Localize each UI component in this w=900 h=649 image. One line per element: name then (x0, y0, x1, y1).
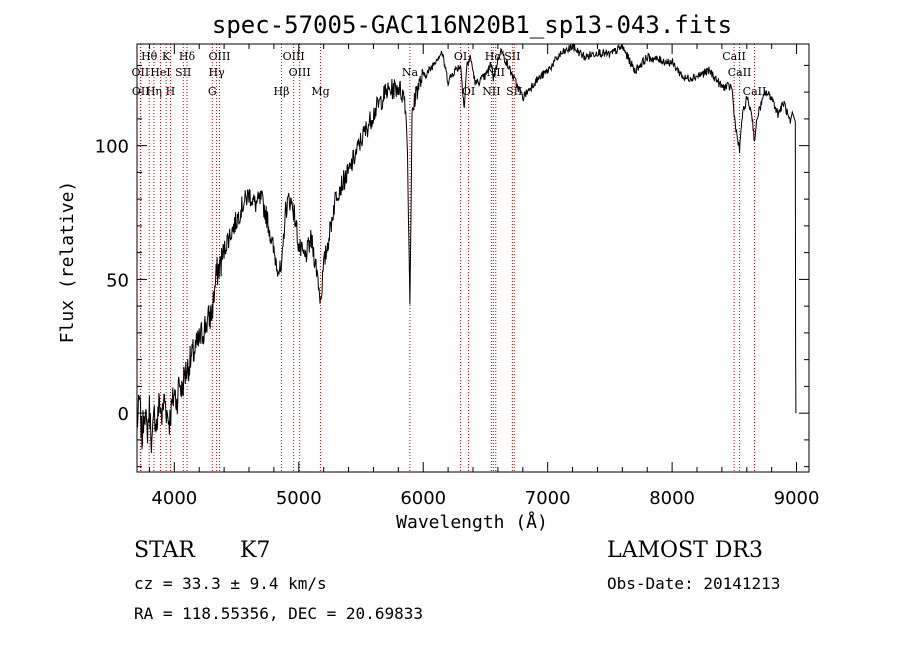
line-marker-label: OIII (289, 66, 311, 79)
line-marker-label: NII (482, 85, 500, 98)
line-marker-label: OII (132, 66, 150, 79)
line-marker-label: Hθ (141, 50, 158, 63)
line-marker-label: SII (175, 66, 191, 79)
line-marker-label: Hγ (209, 66, 226, 79)
x-tick-label: 6000 (400, 488, 446, 509)
spectral-subclass: K7 (240, 538, 271, 563)
x-tick-label: 7000 (525, 488, 571, 509)
x-axis-label: Wavelength (Å) (396, 511, 548, 533)
x-tick-label: 8000 (649, 488, 695, 509)
line-marker-label: K (162, 50, 171, 63)
object-type: STAR (134, 538, 195, 563)
line-marker-label: SII (504, 50, 520, 63)
y-tick-label: 0 (118, 404, 129, 425)
line-marker-label: OI (454, 50, 467, 63)
line-marker-label: OIII (283, 50, 305, 63)
line-marker-label: H (166, 85, 176, 98)
observation-date: Obs-Date: 20141213 (607, 574, 781, 593)
axis-ticks: 4000 5000 6000 7000 8000 9000 0 50 100 (95, 44, 820, 509)
line-marker-label: Hβ (274, 85, 290, 98)
line-marker-label: Na (402, 66, 419, 79)
spectrum-line (136, 43, 797, 453)
x-tick-label: 4000 (151, 488, 197, 509)
line-marker-label: Hη (146, 85, 162, 98)
x-tick-label: 9000 (774, 488, 820, 509)
coordinates: RA = 118.55356, DEC = 20.69833 (134, 604, 423, 623)
line-marker-label: OI (462, 85, 475, 98)
y-axis-label: Flux (relative) (57, 181, 78, 344)
x-tick-label: 5000 (276, 488, 322, 509)
y-tick-label: 50 (106, 270, 129, 291)
line-marker-label: Mg (311, 85, 329, 98)
line-marker-label: NII (487, 66, 505, 79)
plot-frame (136, 43, 810, 473)
redshift-velocity: cz = 33.3 ± 9.4 km/s (134, 574, 327, 593)
line-marker-label: CaII (728, 66, 752, 79)
line-marker-label: CaII (743, 85, 767, 98)
line-marker-label: HeI (150, 66, 170, 79)
line-markers (139, 44, 755, 472)
line-marker-label: Hδ (179, 50, 196, 63)
line-marker-label: G (208, 85, 217, 98)
chart-title: spec-57005-GAC116N20B1_sp13-043.fits (212, 11, 732, 39)
line-marker-label: CaII (722, 50, 746, 63)
line-marker-label: OII (132, 85, 150, 98)
line-marker-label: OIII (208, 50, 230, 63)
y-tick-label: 100 (95, 137, 129, 158)
survey-name: LAMOST DR3 (607, 538, 763, 563)
